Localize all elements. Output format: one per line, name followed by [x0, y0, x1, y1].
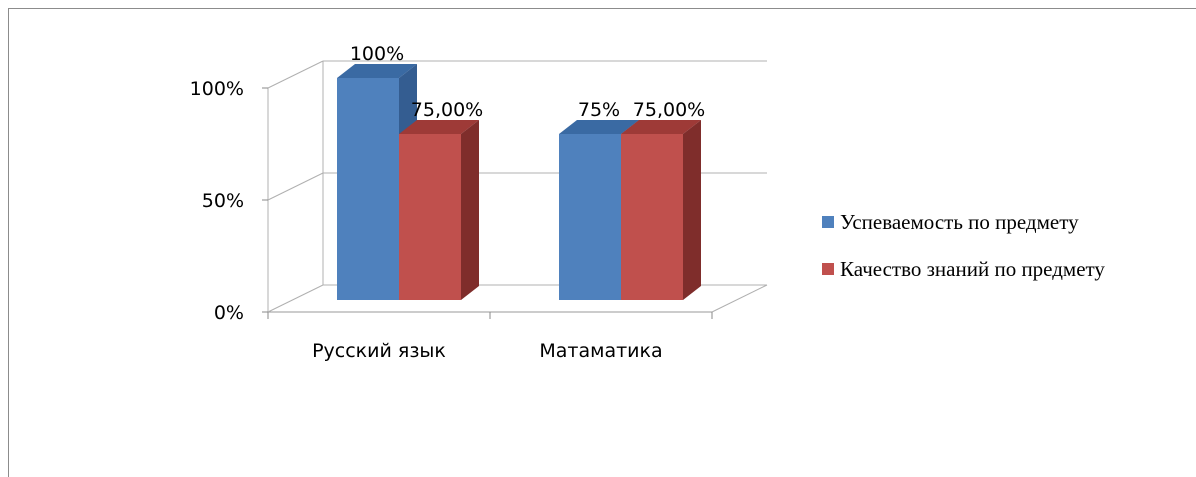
bar-front-0-1 — [559, 134, 621, 300]
bar-front-1-1 — [621, 134, 683, 300]
bar-top-1-1 — [621, 120, 701, 134]
data-label-1-1: 75,00% — [633, 99, 705, 121]
bar-side-1-1 — [683, 120, 701, 300]
floor-right-edge — [711, 284, 768, 313]
data-label-1-0: 75,00% — [411, 99, 483, 121]
bar-front-1-0 — [399, 134, 461, 300]
gridline-diagonal-2 — [267, 60, 324, 89]
data-label-0-0: 100% — [350, 43, 404, 65]
data-label-0-1: 75% — [578, 99, 620, 121]
chart-labels: 100% 75,00% 75% 75,00% — [350, 43, 705, 121]
bar-top-1-0 — [399, 120, 479, 134]
y-tick-label-1: 50% — [202, 190, 244, 212]
x-tick-label-0: Русский язык — [312, 340, 446, 362]
chart-legend[interactable]: Успеваемость по предмету Качество знаний … — [822, 210, 1105, 281]
chart-bars — [337, 64, 701, 300]
x-tick-label-1: Матаматика — [539, 340, 662, 362]
legend-swatch-0 — [822, 216, 834, 228]
bar-front-0-0 — [337, 78, 399, 300]
y-tick-label-0: 0% — [214, 302, 244, 324]
y-tick-label-2: 100% — [190, 78, 244, 100]
gridline-diagonal-1 — [267, 172, 324, 201]
legend-label-1: Качество знаний по предмету — [840, 257, 1105, 281]
legend-label-0: Успеваемость по предмету — [840, 210, 1079, 234]
bar-top-0-0 — [337, 64, 417, 78]
chart-area-border — [8, 8, 1196, 477]
chart-axes: 0% 50% 100% Русский язык Матаматика — [190, 78, 713, 362]
bar-top-0-1 — [559, 120, 639, 134]
gridline-diagonal-0 — [267, 284, 324, 313]
bar-side-1-0 — [461, 120, 479, 300]
legend-swatch-1 — [822, 263, 834, 275]
